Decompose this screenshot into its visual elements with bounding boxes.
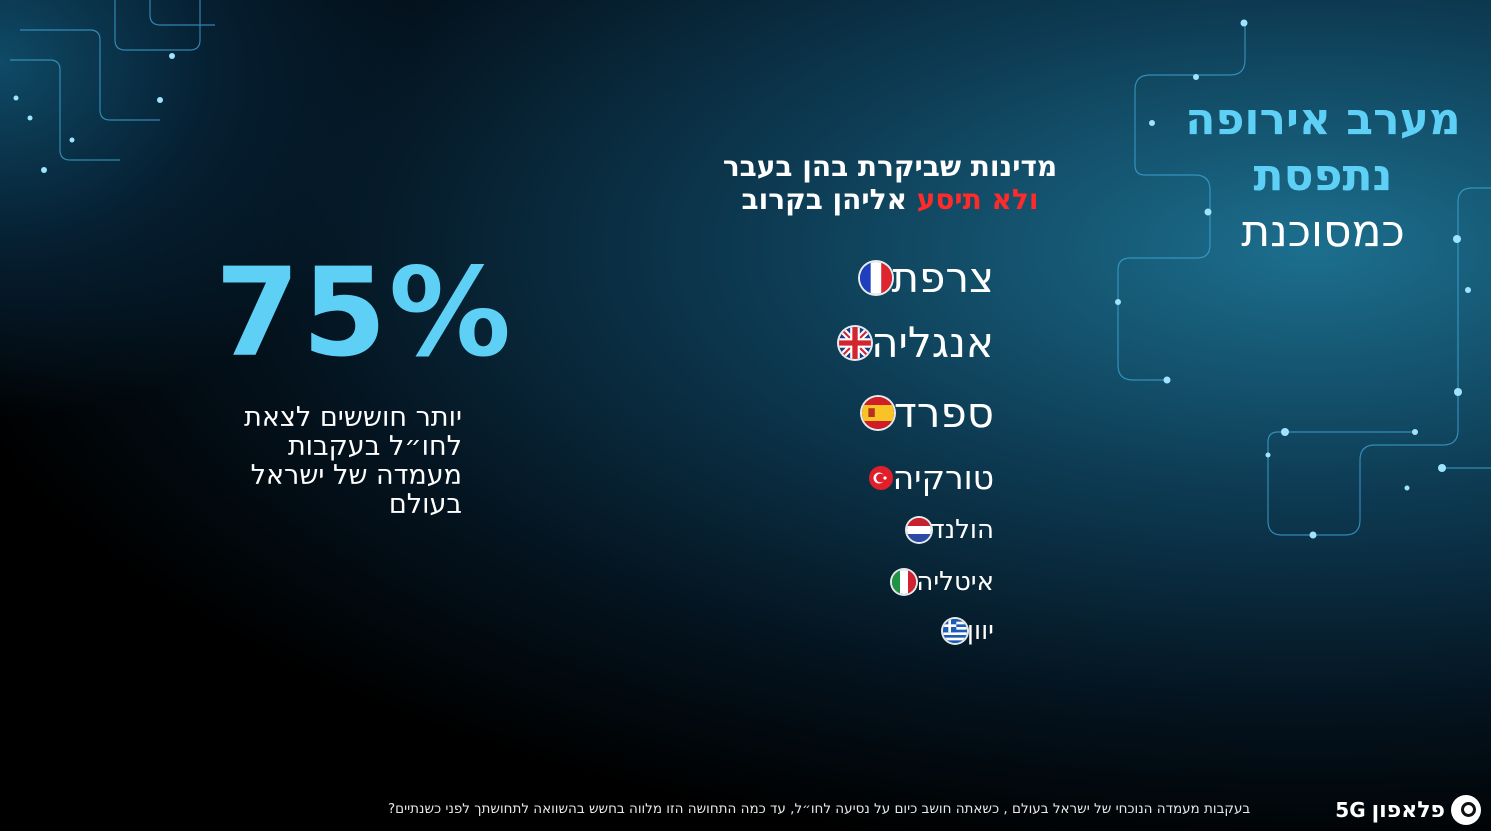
uk-flag-icon <box>839 326 872 359</box>
spain-flag-icon <box>861 396 894 429</box>
country-name: הולנד <box>930 515 994 545</box>
country-name: צרפת <box>891 253 994 302</box>
country-name: איטליה <box>916 567 994 597</box>
country-item-turkey: טורקיה <box>847 458 994 497</box>
countries-heading-rest: אליהן בקרוב <box>741 183 907 216</box>
footer-question: בעקבות מעמדה הנוכחי של ישראל בעולם , כשא… <box>388 801 1251 817</box>
turkey-flag-icon <box>868 465 893 490</box>
italy-flag-icon <box>892 570 917 594</box>
stat-value: 75% <box>215 242 514 384</box>
title-line-2: נתפסת <box>1253 150 1393 201</box>
countries-heading-line-1: מדינות שביקרת בהן בעבר <box>722 150 1058 183</box>
country-item-greece: יוון <box>921 616 994 646</box>
pelephone-logo-icon <box>1451 795 1481 825</box>
stat-description: יותר חוששים לצאת לחו״ל בעקבות מעמדה של י… <box>244 402 462 520</box>
netherlands-flag-icon <box>906 518 931 542</box>
country-name: ספרד <box>893 388 994 437</box>
pelephone-logo: 5G פלאפון <box>1335 795 1481 825</box>
country-item-netherlands: הולנד <box>885 515 994 545</box>
title-line-1: מערב אירופה <box>1185 94 1461 145</box>
france-flag-icon <box>859 261 892 294</box>
country-name: טורקיה <box>892 458 994 497</box>
countries-heading: מדינות שביקרת בהן בעבר ולא תיסע אליהן בק… <box>700 150 1080 216</box>
country-item-italy: איטליה <box>870 567 994 597</box>
logo-5g-label: 5G <box>1335 798 1366 822</box>
country-item-france: צרפת <box>844 253 994 302</box>
country-name: אנגליה <box>871 318 994 367</box>
title-line-3: כמסוכנת <box>1241 206 1405 257</box>
country-item-spain: ספרד <box>846 388 994 437</box>
country-name: יוון <box>966 616 994 646</box>
countries-heading-line-2: ולא תיסע אליהן בקרוב <box>700 183 1080 216</box>
slide-title: מערב אירופה נתפסת כמסוכנת <box>1173 92 1473 260</box>
countries-heading-highlight: ולא תיסע <box>916 183 1039 216</box>
greece-flag-icon <box>942 619 967 643</box>
background-glow-left <box>0 0 420 420</box>
country-item-uk: אנגליה <box>823 318 994 367</box>
logo-wordmark: פלאפון <box>1371 797 1445 823</box>
